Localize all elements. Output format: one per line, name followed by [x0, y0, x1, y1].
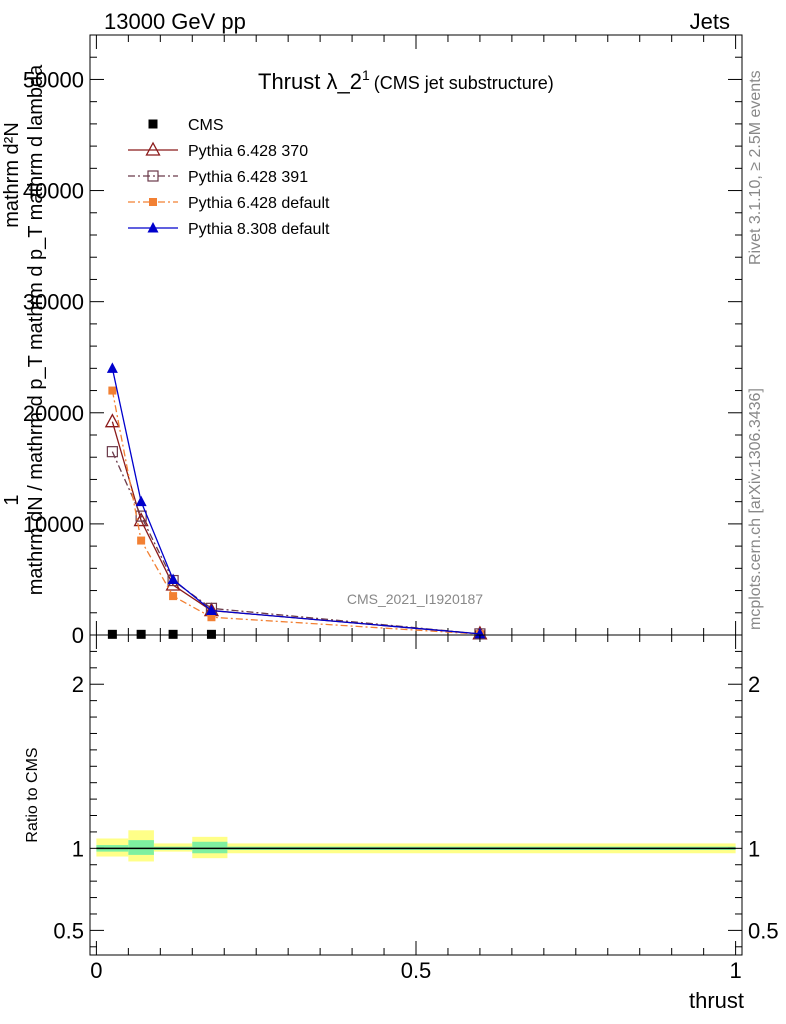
series-line — [111, 451, 480, 635]
y-tick-label: 20000 — [23, 401, 84, 426]
y-tick-label: 30000 — [23, 290, 84, 315]
mcplots-label: mcplots.cern.ch [arXiv:1306.3436] — [747, 388, 764, 630]
data-point — [106, 362, 118, 373]
y-tick-label: 10000 — [23, 512, 84, 537]
x-tick-label: 0.5 — [401, 958, 432, 983]
analysis-watermark: CMS_2021_I1920187 — [347, 591, 483, 607]
legend-label: Pythia 6.428 391 — [188, 169, 308, 186]
legend-item-p8def: Pythia 8.308 default — [128, 221, 330, 238]
data-point — [169, 592, 178, 601]
legend-item-p370: Pythia 6.428 370 — [128, 141, 308, 160]
data-point — [104, 413, 120, 428]
uncertainty-band-inner — [192, 841, 228, 854]
data-point — [137, 536, 146, 545]
plot-title-sup: 1 — [362, 67, 370, 83]
legend: CMS Pythia 6.428 370 Pythia 6.428 391 Pythi… — [128, 117, 330, 238]
ratio-y-ticks: 0.5 0.5 1 1 2 2 — [53, 650, 779, 948]
y-tick-label: 0 — [72, 623, 84, 648]
y-label-top: mathrm d²N — [1, 122, 23, 228]
ratio-y-tick-label-right: 2 — [748, 672, 760, 697]
main-y-axis-label: 1 mathrm dN / mathrm d p_T mathrm d p_T … — [1, 64, 47, 595]
data-point — [147, 170, 159, 182]
data-point — [108, 386, 117, 395]
ratio-y-tick-label: 2 — [72, 672, 84, 697]
legend-item-p391: Pythia 6.428 391 — [128, 169, 308, 186]
main-series — [104, 362, 488, 640]
uncertainty-band-inner — [128, 840, 154, 855]
data-point — [133, 512, 149, 527]
data-point — [136, 629, 146, 639]
legend-item-p6def: Pythia 6.428 default — [128, 195, 330, 212]
header-energy-label: 13000 GeV pp — [104, 9, 246, 34]
y-label-numerator: 1 — [1, 494, 23, 505]
series-p8def — [106, 362, 486, 639]
data-point — [167, 573, 179, 584]
data-point — [148, 119, 158, 129]
series-p391 — [106, 446, 486, 640]
rivet-version-label: Rivet 3.1.10, ≥ 2.5M events — [747, 70, 764, 265]
y-tick-label: 50000 — [23, 67, 84, 92]
data-point — [147, 222, 159, 233]
legend-label: Pythia 6.428 370 — [188, 143, 308, 160]
ratio-y-tick-label: 0.5 — [53, 918, 84, 943]
plot-title-sub: (CMS jet substructure) — [374, 73, 554, 93]
legend-item-cms: CMS — [148, 117, 224, 134]
legend-label: Pythia 6.428 default — [188, 195, 330, 212]
legend-label: CMS — [188, 117, 224, 134]
ratio-y-tick-label: 1 — [72, 836, 84, 861]
x-tick-label: 1 — [729, 958, 741, 983]
ratio-x-ticks: 0 0.5 1 — [90, 635, 742, 983]
header-jets-label: Jets — [690, 9, 730, 34]
plot-title-main: Thrust λ_2 — [258, 69, 362, 94]
data-point — [145, 141, 161, 156]
data-point — [106, 446, 118, 458]
data-point — [135, 510, 147, 522]
ratio-y-tick-label-right: 0.5 — [748, 918, 779, 943]
data-point — [168, 629, 178, 639]
x-axis-label: thrust — [689, 988, 744, 1013]
legend-label: Pythia 8.308 default — [188, 221, 330, 238]
data-point — [165, 576, 181, 591]
main-y-ticks: 0 10000 20000 30000 40000 50000 — [23, 34, 742, 648]
x-tick-label: 0 — [90, 958, 102, 983]
data-point — [149, 198, 157, 206]
ratio-frame — [89, 634, 743, 956]
ratio-y-axis-label: Ratio to CMS — [24, 747, 41, 842]
y-label-denominator: mathrm dN / mathrm d p_T mathrm d p_T ma… — [25, 64, 47, 595]
y-tick-label: 40000 — [23, 179, 84, 204]
data-point — [107, 629, 117, 639]
plot-title: Thrust λ_21 (CMS jet substructure) — [258, 67, 554, 94]
data-point — [205, 604, 217, 616]
data-point — [206, 629, 216, 639]
ratio-y-tick-label-right: 1 — [748, 836, 760, 861]
ratio-bands — [96, 830, 736, 862]
data-point — [135, 495, 147, 507]
data-point — [207, 613, 216, 622]
data-point — [474, 627, 486, 639]
ratio-panel: 0.5 0.51 12 2 0 0.5 1 Ratio to CMS — [24, 634, 779, 983]
